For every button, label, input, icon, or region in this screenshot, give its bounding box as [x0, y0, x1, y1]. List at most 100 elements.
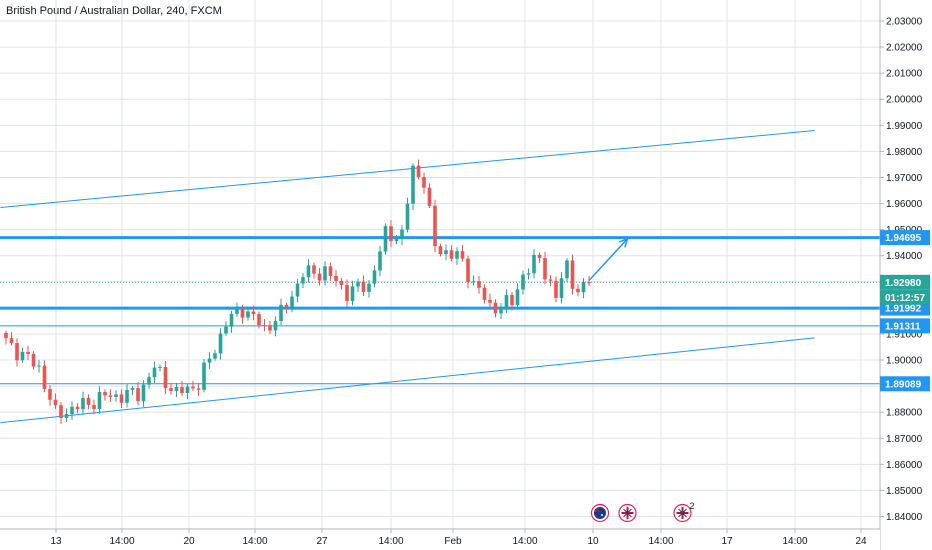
candle — [389, 219, 393, 248]
candle — [367, 279, 371, 298]
candle — [471, 275, 476, 286]
candle-body — [499, 308, 503, 314]
candle — [328, 262, 333, 281]
candle-body — [328, 266, 333, 276]
time-tick-label: 20 — [183, 536, 195, 547]
candle-body — [59, 405, 63, 418]
candle-body — [42, 365, 47, 389]
candle — [301, 272, 305, 289]
time-tick-label: 14:00 — [512, 536, 537, 547]
arrow-shaft[interactable] — [588, 238, 629, 281]
channel-lines — [0, 130, 815, 424]
flag-fill — [594, 507, 606, 519]
horizontal-levels — [0, 236, 880, 385]
candle-body — [125, 389, 129, 403]
candle — [108, 389, 113, 402]
candle — [488, 293, 492, 309]
candle — [246, 306, 250, 321]
candle-body — [136, 388, 140, 402]
candle — [130, 385, 135, 396]
price-tick-label: 1.91000 — [886, 329, 923, 340]
candle — [141, 380, 146, 407]
uk-flag-icon[interactable]: 2 — [673, 501, 695, 523]
time-tick-label: Feb — [444, 536, 462, 547]
price-tick-label: 2.00000 — [886, 95, 923, 106]
candle — [103, 389, 107, 401]
candle — [163, 361, 168, 395]
level-badge-label: 1.94695 — [885, 233, 922, 244]
candle — [169, 383, 173, 395]
channel-line[interactable] — [0, 337, 815, 424]
candle-body — [9, 338, 14, 344]
candle — [180, 380, 184, 397]
candle — [405, 197, 410, 233]
price-tick-label: 2.03000 — [886, 17, 923, 28]
candle-body — [504, 294, 509, 309]
channel-line[interactable] — [0, 130, 815, 208]
candle — [466, 255, 470, 289]
time-axis-bg — [0, 529, 880, 550]
candle — [119, 389, 124, 409]
last-price-badge-label: 1.92980 — [885, 278, 922, 289]
candle-body — [163, 366, 168, 389]
candle-body — [268, 325, 272, 331]
candle — [482, 284, 487, 304]
candle-body — [202, 362, 206, 390]
level-badge-bg — [880, 318, 930, 334]
level-badge: 1.94695 — [880, 230, 930, 246]
candle — [218, 328, 223, 360]
candle — [114, 390, 118, 402]
time-tick-label: 14:00 — [782, 536, 807, 547]
candle — [372, 265, 377, 288]
projection-arrow — [588, 237, 629, 281]
candle — [477, 275, 481, 294]
price-tick-label: 1.96000 — [886, 199, 923, 210]
candle-body — [411, 165, 415, 204]
flag-jack — [595, 509, 599, 512]
candle-body — [130, 388, 135, 390]
candle — [460, 244, 465, 262]
candle-body — [394, 239, 399, 242]
candle — [235, 302, 239, 317]
candle — [92, 399, 96, 415]
candle-body — [521, 274, 525, 290]
candle — [279, 298, 283, 326]
candle — [339, 277, 344, 290]
time-tick-label: 14:00 — [109, 536, 134, 547]
candle — [20, 347, 25, 363]
candle-body — [262, 325, 267, 327]
candle — [31, 351, 36, 370]
flag-diag — [678, 508, 687, 518]
level-badge-bg — [880, 230, 930, 246]
time-axis[interactable]: 13 14:00 20 14:00 27 14:00 Feb 14:00 10 14:00 17 14… — [50, 529, 867, 547]
candle — [504, 289, 509, 313]
candle-body — [257, 314, 261, 326]
candle — [581, 278, 586, 299]
candle-body — [86, 398, 91, 405]
candle-body — [246, 311, 250, 318]
arrow-head — [618, 237, 629, 248]
candle — [59, 402, 63, 424]
candle-body — [180, 387, 184, 394]
candle-body — [477, 281, 481, 288]
event-count: 2 — [690, 501, 695, 511]
australia-flag-icon[interactable] — [590, 503, 610, 523]
candle-body — [301, 277, 305, 284]
countdown-badge: 01:12:57 — [880, 289, 930, 305]
candle-body — [92, 404, 96, 409]
level-badge-label: 1.91992 — [885, 304, 922, 315]
candle-body — [466, 258, 470, 283]
candle-body — [422, 177, 426, 188]
countdown-badge-bg — [880, 289, 930, 305]
candle-body — [383, 226, 388, 252]
uk-flag-icon[interactable] — [618, 503, 637, 523]
candle — [433, 199, 437, 253]
candle — [295, 278, 300, 303]
candle — [526, 268, 531, 280]
countdown-badge-label: 01:12:57 — [885, 293, 925, 304]
candle — [9, 332, 14, 346]
candle-body — [548, 279, 553, 281]
candle — [378, 245, 382, 277]
candle-body — [565, 260, 569, 279]
